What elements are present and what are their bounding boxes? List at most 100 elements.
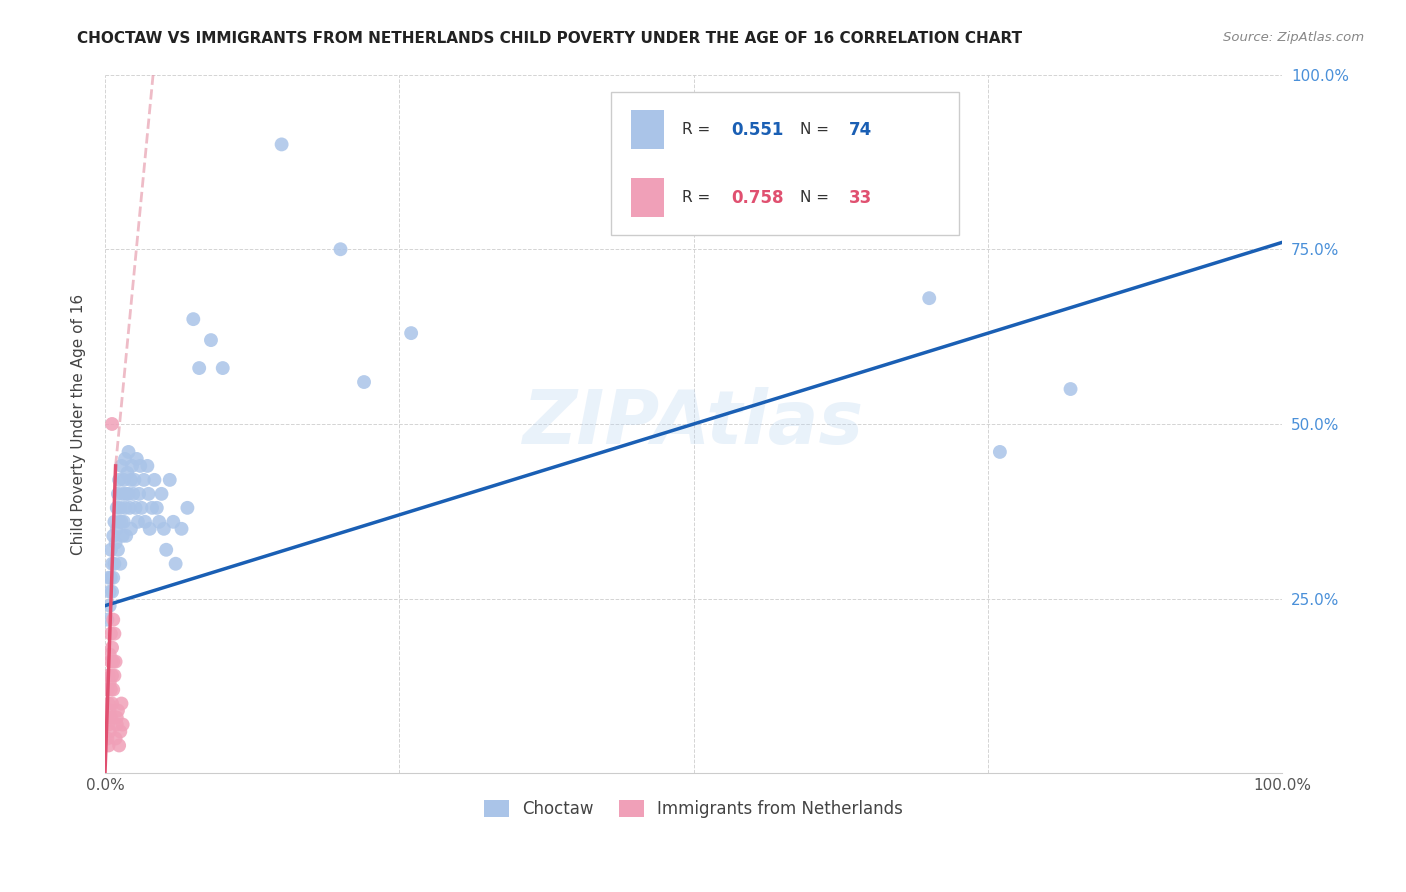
Point xyxy=(120,473,142,487)
Point xyxy=(103,529,125,543)
Bar xyxy=(631,111,664,149)
Point xyxy=(101,640,124,655)
Point xyxy=(132,473,155,487)
Point xyxy=(399,326,422,340)
Point xyxy=(97,739,120,753)
Text: 0.551: 0.551 xyxy=(731,120,783,138)
Point xyxy=(103,515,125,529)
Point xyxy=(110,724,132,739)
Point xyxy=(122,487,145,501)
Point xyxy=(131,500,153,515)
Point xyxy=(146,500,169,515)
Point xyxy=(98,599,121,613)
Point xyxy=(100,682,122,697)
Text: 74: 74 xyxy=(849,120,872,138)
Point xyxy=(103,571,125,585)
Point xyxy=(108,515,131,529)
Point xyxy=(165,557,187,571)
Point xyxy=(101,417,124,431)
Point xyxy=(117,487,139,501)
Point xyxy=(96,682,118,697)
Text: ZIPAtlas: ZIPAtlas xyxy=(523,387,865,460)
Point xyxy=(110,557,132,571)
Bar xyxy=(631,178,664,217)
FancyBboxPatch shape xyxy=(612,92,959,235)
Point xyxy=(150,487,173,501)
Point xyxy=(200,333,222,347)
Point xyxy=(104,731,127,746)
Point xyxy=(114,500,136,515)
Point xyxy=(124,473,146,487)
Point xyxy=(98,704,121,718)
Point xyxy=(143,473,166,487)
Point xyxy=(98,584,121,599)
Point xyxy=(108,473,131,487)
Point xyxy=(111,529,134,543)
Point xyxy=(153,522,176,536)
Point xyxy=(111,717,134,731)
Point xyxy=(103,557,125,571)
Text: 33: 33 xyxy=(849,189,872,207)
Point xyxy=(129,458,152,473)
Text: N =: N = xyxy=(800,190,834,205)
Point xyxy=(97,697,120,711)
Point xyxy=(188,361,211,376)
Point xyxy=(103,655,125,669)
Text: 0.758: 0.758 xyxy=(731,189,785,207)
Point xyxy=(1059,382,1081,396)
Point xyxy=(110,697,132,711)
Point xyxy=(107,487,129,501)
Point xyxy=(211,361,233,376)
Point xyxy=(114,451,136,466)
Point xyxy=(97,717,120,731)
Point xyxy=(105,710,128,724)
Point xyxy=(270,137,292,152)
Point xyxy=(176,500,198,515)
Text: R =: R = xyxy=(682,190,716,205)
Y-axis label: Child Poverty Under the Age of 16: Child Poverty Under the Age of 16 xyxy=(72,293,86,555)
Point xyxy=(104,655,127,669)
Point xyxy=(110,515,132,529)
Point xyxy=(98,724,121,739)
Point xyxy=(124,500,146,515)
Point xyxy=(98,675,121,690)
Text: CHOCTAW VS IMMIGRANTS FROM NETHERLANDS CHILD POVERTY UNDER THE AGE OF 16 CORRELA: CHOCTAW VS IMMIGRANTS FROM NETHERLANDS C… xyxy=(77,31,1022,46)
Point xyxy=(120,522,142,536)
Point xyxy=(141,500,163,515)
Point xyxy=(110,500,132,515)
Point xyxy=(112,473,135,487)
Point xyxy=(105,522,128,536)
Point xyxy=(105,717,128,731)
Point xyxy=(100,571,122,585)
Point xyxy=(353,375,375,389)
Point xyxy=(96,731,118,746)
Point xyxy=(105,500,128,515)
Point xyxy=(125,451,148,466)
Point xyxy=(107,704,129,718)
Point xyxy=(115,529,138,543)
Point xyxy=(103,626,125,640)
Point xyxy=(329,242,352,256)
Point xyxy=(148,515,170,529)
Point xyxy=(918,291,941,305)
Point xyxy=(101,584,124,599)
Point xyxy=(100,710,122,724)
Text: N =: N = xyxy=(800,122,834,137)
Point xyxy=(127,515,149,529)
Legend: Choctaw, Immigrants from Netherlands: Choctaw, Immigrants from Netherlands xyxy=(478,793,910,824)
Point xyxy=(97,571,120,585)
Point xyxy=(159,473,181,487)
Point xyxy=(96,613,118,627)
Point xyxy=(117,466,139,480)
Point xyxy=(162,515,184,529)
Point xyxy=(104,536,127,550)
Point xyxy=(103,668,125,682)
Text: R =: R = xyxy=(682,122,716,137)
Point xyxy=(138,487,160,501)
Point xyxy=(100,626,122,640)
Point xyxy=(128,487,150,501)
Point xyxy=(103,613,125,627)
Point xyxy=(97,668,120,682)
Point xyxy=(98,648,121,662)
Point xyxy=(101,697,124,711)
